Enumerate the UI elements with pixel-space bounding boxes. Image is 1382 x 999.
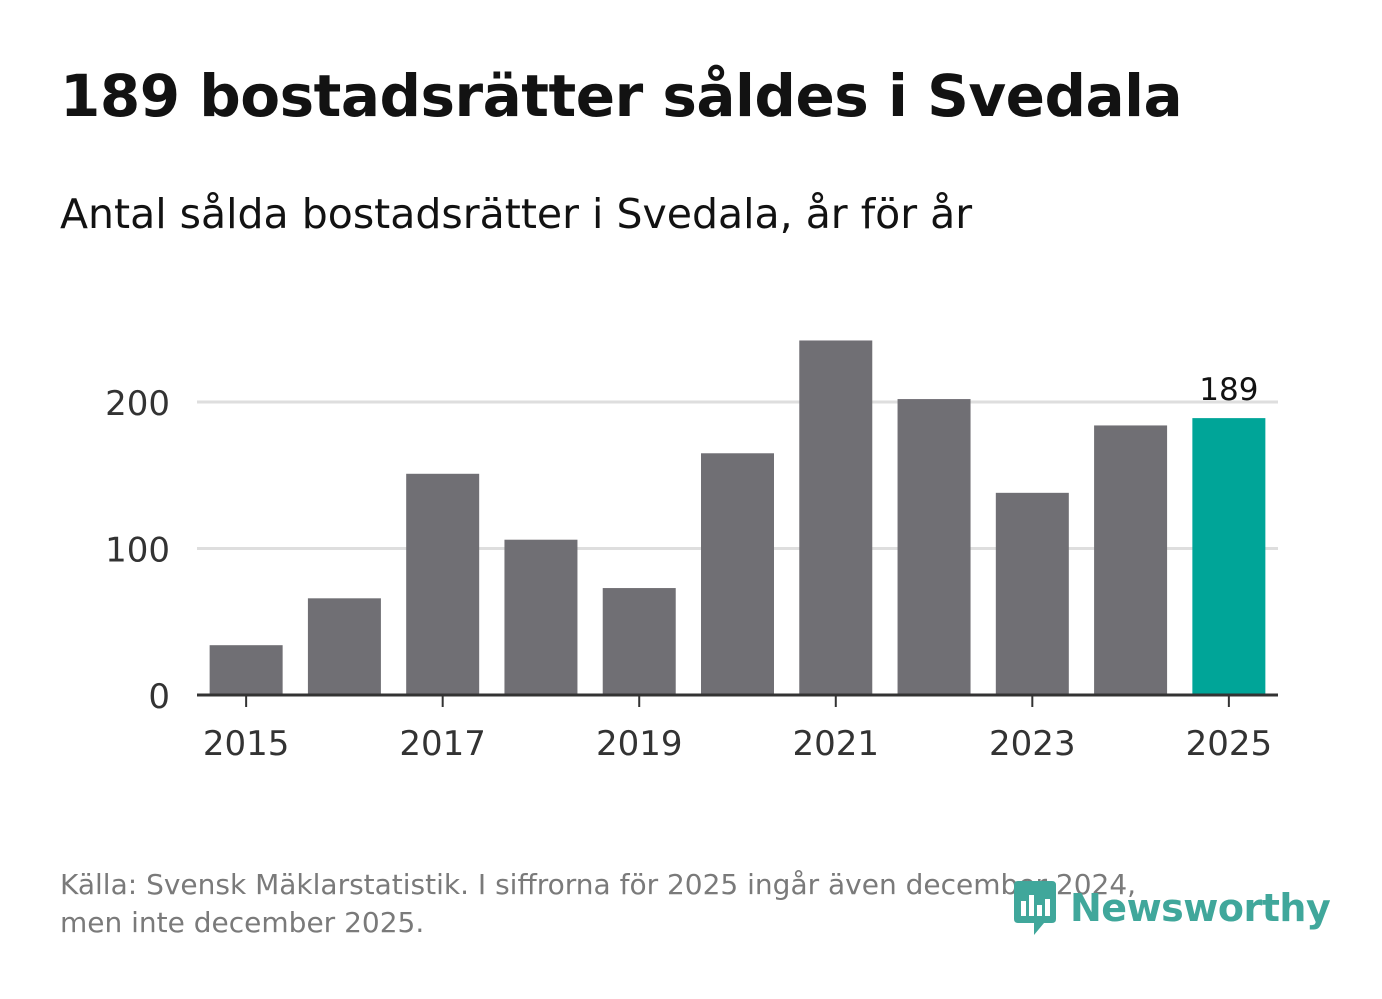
y-tick-label-100: 100 [105,531,170,571]
source-note: Källa: Svensk Mäklarstatistik. I siffror… [60,866,1280,942]
bar-2023 [995,492,1069,695]
x-tick-label-2025: 2025 [1186,724,1273,764]
x-tick-label-2023: 2023 [989,724,1076,764]
newsworthy-logo-icon [1014,881,1056,935]
bar-2025 [1192,418,1266,695]
source-line-2: men inte december 2025. [60,906,425,939]
x-tick-label-2019: 2019 [596,724,683,764]
bar-2022 [897,399,971,695]
x-tick-label-2017: 2017 [399,724,486,764]
bar-2019 [602,588,676,695]
y-tick-label-200: 200 [105,384,170,424]
value-label-2025: 189 [1199,372,1258,408]
source-line-1: Källa: Svensk Mäklarstatistik. I siffror… [60,868,1137,901]
bar-2018 [504,539,578,695]
bar-2015 [209,645,283,695]
x-tick-label-2021: 2021 [793,724,880,764]
x-tick-label-2015: 2015 [203,724,290,764]
brand-name: Newsworthy [1070,886,1331,930]
chart-subtitle: Antal sålda bostadsrätter i Svedala, år … [60,190,973,238]
y-tick-label-0: 0 [148,677,170,717]
bar-2024 [1094,425,1168,695]
newsworthy-logo: Newsworthy [1010,877,1331,939]
bar-2017 [406,473,480,695]
chart-title: 189 bostadsrätter såldes i Svedala [60,62,1183,130]
bar-2016 [307,598,381,695]
bar-2020 [701,453,774,695]
bar-2021 [799,340,873,695]
